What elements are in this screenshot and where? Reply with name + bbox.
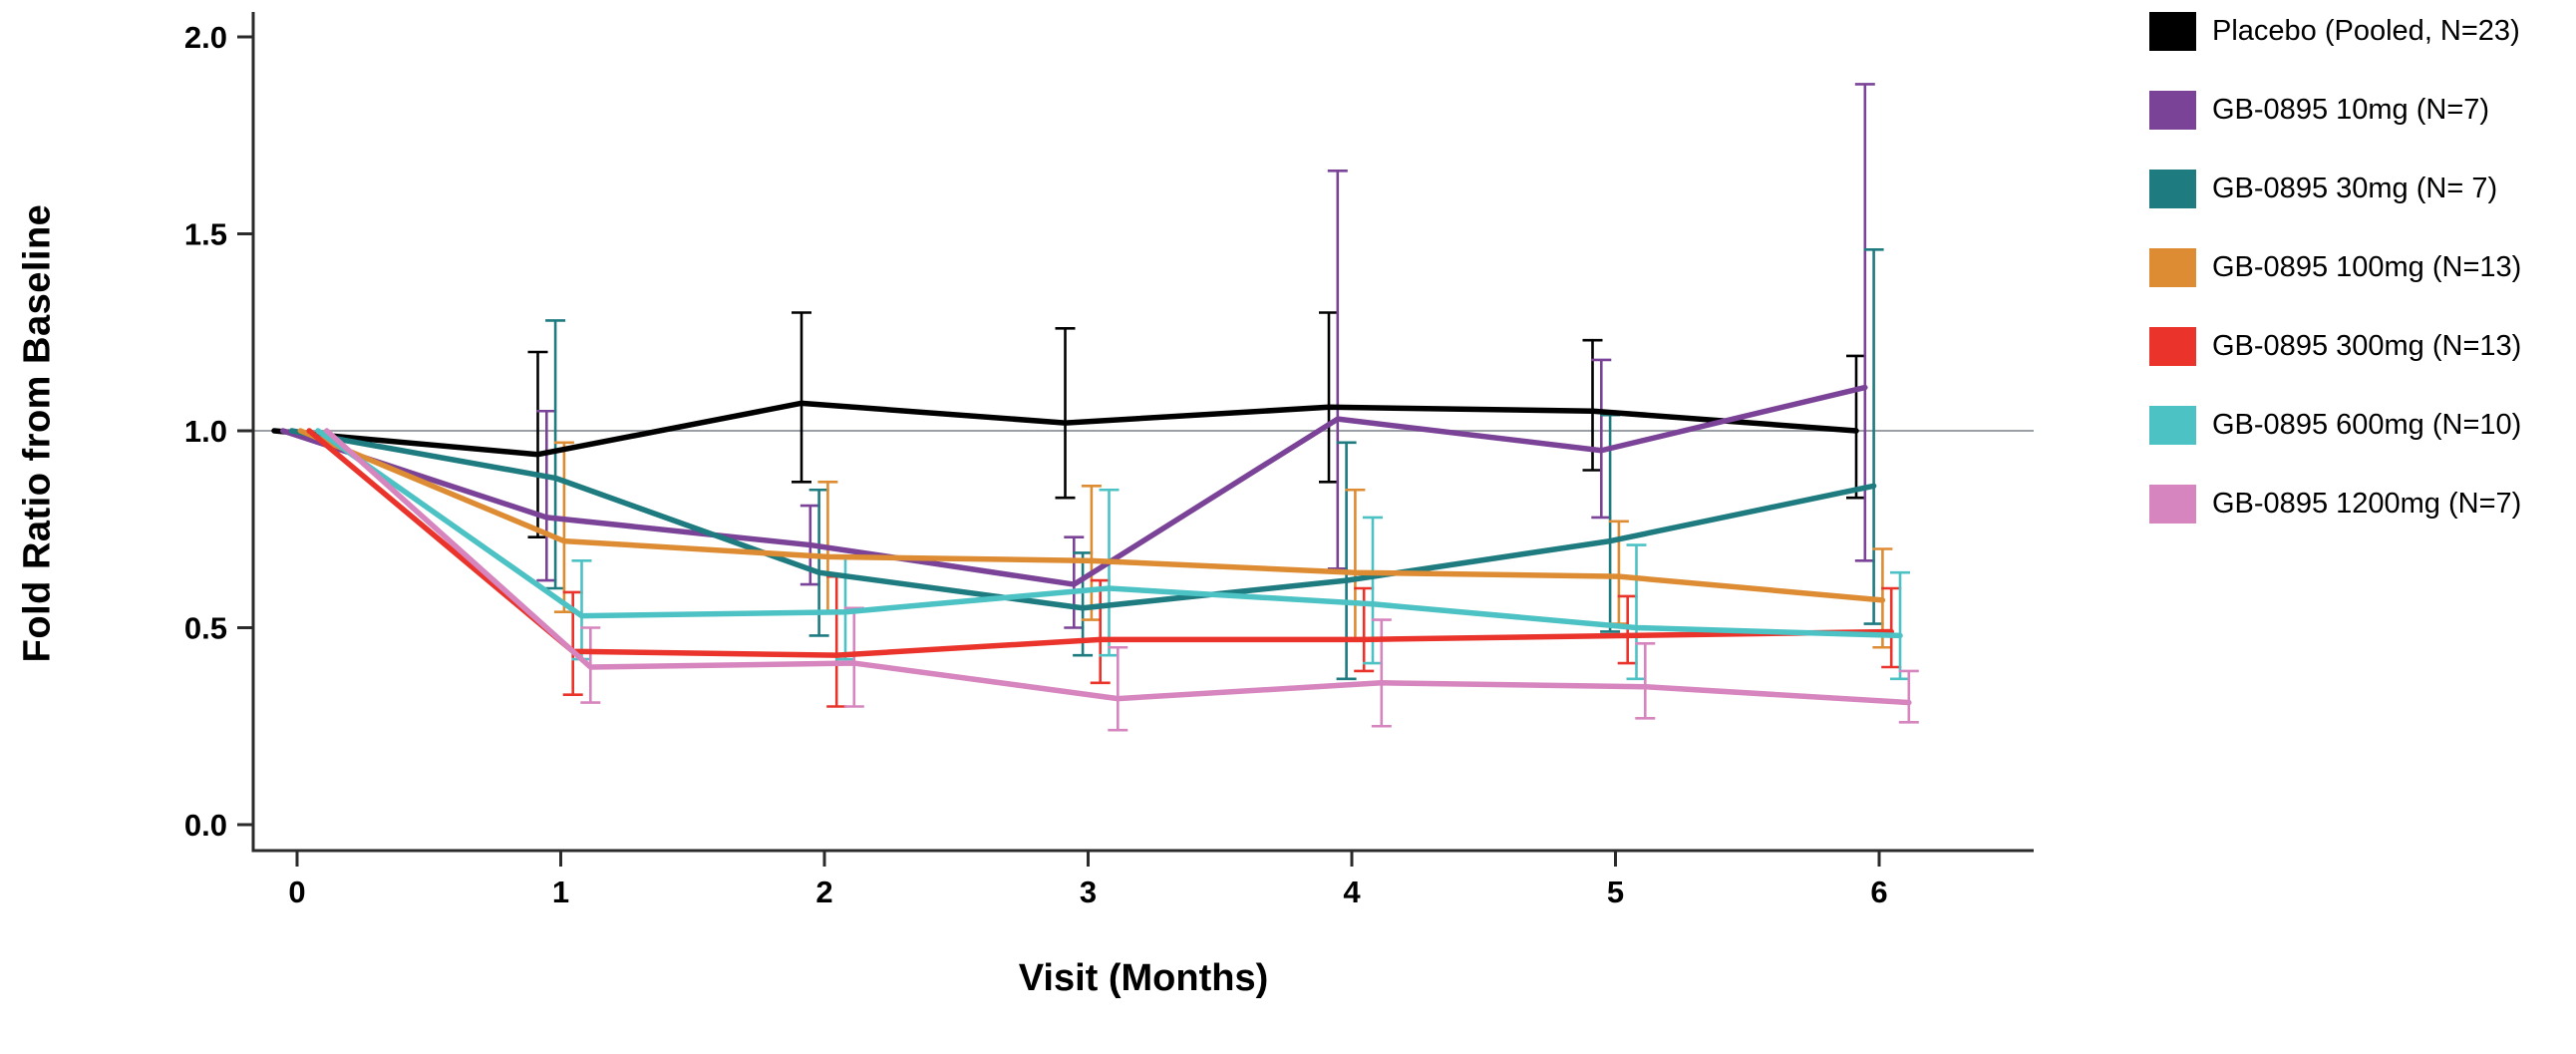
series-line-5: [315, 428, 1903, 639]
legend-item-0: Placebo (Pooled, N=23): [2149, 12, 2521, 51]
legend-item-3: GB-0895 100mg (N=13): [2149, 248, 2521, 287]
legend-item-6: GB-0895 1200mg (N=7): [2149, 485, 2521, 524]
legend-label: GB-0895 600mg (N=10): [2212, 409, 2522, 441]
legend: Placebo (Pooled, N=23) GB-0895 10mg (N=7)…: [2149, 12, 2521, 563]
y-tick-label: 0.5: [184, 611, 227, 646]
legend-label: GB-0895 30mg (N= 7): [2212, 173, 2498, 204]
error-bars-0: [527, 311, 1866, 538]
legend-label: GB-0895 100mg (N=13): [2212, 251, 2522, 283]
x-tick-label: 5: [1607, 875, 1624, 909]
legend-item-4: GB-0895 300mg (N=13): [2149, 327, 2521, 366]
x-tick-label: 4: [1343, 875, 1361, 909]
error-bars-5: [571, 488, 1910, 681]
series-line-0: [271, 400, 1859, 458]
series-line-1: [280, 384, 1868, 587]
legend-item-5: GB-0895 600mg (N=10): [2149, 406, 2521, 445]
x-tick-label: 0: [288, 875, 305, 909]
x-axis-title: Visit (Months): [1018, 957, 1269, 999]
legend-swatch-icon: [2149, 485, 2196, 524]
x-tick-label: 2: [815, 875, 832, 909]
legend-swatch-icon: [2149, 12, 2196, 51]
series-line-2: [288, 428, 1877, 611]
series-line-6: [324, 428, 1912, 706]
legend-swatch-icon: [2149, 327, 2196, 366]
legend-swatch-icon: [2149, 91, 2196, 130]
y-axis-title: Fold Ratio from Baseline: [16, 203, 59, 663]
legend-swatch-icon: [2149, 248, 2196, 287]
legend-swatch-icon: [2149, 406, 2196, 445]
axes: 0.0 0.5 1.0 1.5 2.0 0 1 2 3 4 5 6: [184, 12, 2034, 909]
error-bars-6: [580, 606, 1919, 732]
series-line-3: [297, 428, 1886, 603]
series-lines-group: [271, 384, 1912, 706]
legend-label: GB-0895 10mg (N=7): [2212, 94, 2490, 126]
legend-label: Placebo (Pooled, N=23): [2212, 15, 2520, 47]
error-bars-1: [536, 83, 1875, 629]
legend-label: GB-0895 300mg (N=13): [2212, 330, 2522, 362]
x-tick-label: 3: [1080, 875, 1097, 909]
legend-item-1: GB-0895 10mg (N=7): [2149, 91, 2521, 130]
legend-swatch-icon: [2149, 170, 2196, 208]
y-tick-label: 0.0: [184, 808, 227, 843]
x-tick-label: 1: [552, 875, 569, 909]
y-tick-label: 1.0: [184, 414, 227, 449]
legend-item-2: GB-0895 30mg (N= 7): [2149, 170, 2521, 208]
x-tick-label: 6: [1870, 875, 1887, 909]
legend-label: GB-0895 1200mg (N=7): [2212, 488, 2522, 520]
error-bars-3: [553, 441, 1893, 649]
y-tick-label: 2.0: [184, 20, 227, 55]
error-bars-4: [562, 574, 1902, 708]
y-tick-label: 1.5: [184, 217, 227, 252]
